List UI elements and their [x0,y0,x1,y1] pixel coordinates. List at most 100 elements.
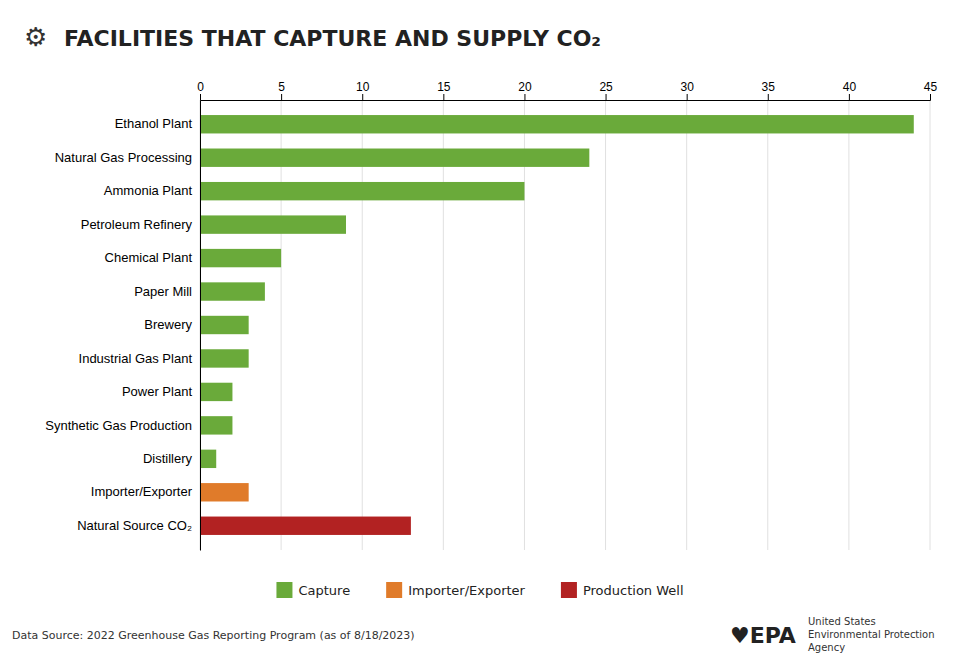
tick-mark [200,94,201,100]
legend-item: Importer/Exporter [386,582,525,598]
bar [200,115,914,133]
tick-label: Industrial Gas Plant [79,351,193,366]
title: FACILITIES THAT CAPTURE AND SUPPLY CO₂ [64,26,601,51]
tick-label: 15 [437,80,451,94]
logo-text: Environmental Protection [808,629,935,640]
axis-line [201,94,931,101]
tick-label: Distillery [143,451,193,466]
tick: Distillery [143,451,200,466]
grid-line [767,100,768,550]
legend-swatch [561,582,577,598]
tick: 35 [762,80,776,100]
tick-mark [362,94,363,100]
tick: Natural Source CO₂ [77,518,200,533]
source: Data Source: 2022 Greenhouse Gas Reporti… [12,629,415,642]
grid-line [200,100,201,550]
tick-label: Ammonia Plant [104,183,193,198]
bar [200,282,265,300]
axis-line [200,101,201,551]
tick: 20 [518,80,532,100]
logo: ♥EPA [730,623,796,648]
tick-label: Ethanol Plant [115,116,193,131]
tick: 10 [356,80,370,100]
grid-line [686,100,687,550]
bar [200,517,411,535]
grid-line [930,100,931,550]
tick-label: Petroleum Refinery [81,217,193,232]
y-axis: Ethanol Plant Natural Gas Processing Ammon… [45,101,200,551]
legend-item: Capture [276,582,350,598]
tick-mark [524,94,525,100]
tick: 30 [680,80,694,100]
tick-label: 25 [599,80,613,94]
bar [200,349,249,367]
bar [200,182,524,200]
tick-label: Paper Mill [134,284,192,299]
tick-label: Chemical Plant [105,250,193,265]
header: ⚙ FACILITIES THAT CAPTURE AND SUPPLY CO₂ [24,22,601,52]
bar [200,215,346,233]
legend-swatch [386,582,402,598]
tick: Petroleum Refinery [81,217,200,232]
tick-label: 5 [278,80,285,94]
logo-text: Agency [808,642,845,653]
tick-mark [768,94,769,100]
tick-label: Synthetic Gas Production [45,418,192,433]
tick-label: 45 [924,80,938,94]
grid-line [362,100,363,550]
logo-text: United States [808,616,876,627]
bar [200,483,249,501]
tick: Ammonia Plant [104,183,200,198]
footer: Data Source: 2022 Greenhouse Gas Reporti… [12,616,935,653]
tick: Brewery [144,317,200,332]
tick: Power Plant [122,384,200,399]
tick-label: 0 [197,80,204,94]
grid-line [443,100,444,550]
tick-mark [930,94,931,100]
tick-mark [443,94,444,100]
tick-label: 10 [356,80,370,94]
bar [200,450,216,468]
bar [200,149,589,167]
tick: Ethanol Plant [115,116,200,131]
tick-label: 35 [762,80,776,94]
legend-label: Capture [298,583,350,598]
tick-mark [281,94,282,100]
legend-label: Production Well [583,583,684,598]
tick-mark [606,94,607,100]
tick-label: Importer/Exporter [91,484,193,499]
tick: Industrial Gas Plant [79,351,200,366]
tick: 15 [437,80,451,100]
tick: Natural Gas Processing [55,150,200,165]
tick-label: 30 [680,80,694,94]
legend-swatch [276,582,292,598]
x-axis: 0 5 10 15 20 25 30 35 40 45 [197,80,937,101]
tick-label: Brewery [144,317,192,332]
tick: 40 [843,80,857,100]
chart: ⚙ FACILITIES THAT CAPTURE AND SUPPLY CO₂ 0… [0,0,960,670]
tick-mark [849,94,850,100]
tick: Importer/Exporter [91,484,200,499]
legend-item: Production Well [561,582,684,598]
tick-label: Natural Source CO₂ [77,518,192,533]
legend: Capture Importer/Exporter Production Well [276,582,683,598]
legend-label: Importer/Exporter [408,583,525,598]
bars [200,115,914,535]
tick: Chemical Plant [105,250,200,265]
bar [200,249,281,267]
icon: ⚙ [24,22,47,52]
plot: 0 5 10 15 20 25 30 35 40 45 Ethanol Plant Natural G… [45,80,937,551]
grid-line [524,100,525,550]
tick-mark [687,94,688,100]
tick-label: 20 [518,80,532,94]
tick: 25 [599,80,613,100]
grid-line [605,100,606,550]
tick: 45 [924,80,938,100]
tick: Paper Mill [134,284,200,299]
bar [200,316,249,334]
bar [200,416,232,434]
tick: 5 [278,80,285,100]
tick: Synthetic Gas Production [45,418,200,433]
grid-line [848,100,849,550]
bar [200,383,232,401]
